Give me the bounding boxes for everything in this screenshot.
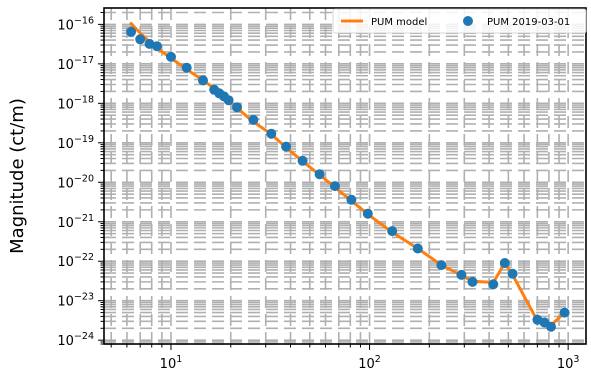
data-point — [559, 307, 570, 318]
y-tick-base: 10 — [57, 137, 74, 152]
data-point — [297, 155, 308, 166]
y-tick-label: 10−22 — [57, 252, 94, 270]
data-point — [346, 194, 357, 205]
y-tick-base: 10 — [57, 295, 74, 310]
y-tick-label: 10−16 — [57, 15, 94, 33]
data-point — [166, 51, 176, 62]
y-tick-base: 10 — [57, 58, 74, 73]
y-tick-base: 10 — [57, 176, 74, 191]
legend-label-pum-model: PUM model — [371, 17, 427, 28]
data-point — [223, 95, 234, 106]
data-point — [546, 321, 556, 332]
x-tick-label: 103 — [557, 354, 580, 372]
series-pum-2019-03-01 — [126, 26, 570, 332]
plot-frame — [103, 7, 587, 345]
data-point — [198, 75, 208, 86]
y-tick-label: 10−21 — [57, 213, 94, 231]
data-point — [144, 38, 155, 49]
y-tick-exponent: −23 — [74, 292, 94, 303]
y-tick-exponent: −16 — [74, 15, 94, 26]
data-point — [387, 226, 398, 237]
legend: PUM model PUM 2019-03-01 — [332, 8, 587, 34]
y-tick-label: 10−24 — [57, 331, 94, 349]
data-point — [330, 181, 340, 192]
y-axis-label: Magnitude (ct/m) — [7, 98, 28, 254]
y-tick-label: 10−17 — [57, 55, 94, 73]
y-tick-base: 10 — [57, 18, 74, 33]
y-tick-base: 10 — [57, 97, 74, 112]
y-tick-exponent: −20 — [74, 173, 94, 184]
data-point — [467, 276, 478, 287]
data-point — [181, 62, 192, 73]
y-tick-exponent: −19 — [74, 134, 94, 145]
data-point — [436, 260, 447, 271]
x-tick-label: 101 — [160, 354, 183, 372]
x-tick-exponent: 3 — [573, 354, 579, 365]
x-tick-exponent: 1 — [176, 354, 182, 365]
data-point — [456, 269, 467, 280]
data-point — [281, 141, 292, 152]
y-tick-exponent: −24 — [74, 331, 94, 342]
data-point — [314, 169, 325, 180]
x-tick-exponent: 2 — [375, 354, 381, 365]
data-point — [126, 26, 137, 37]
x-tick-base: 10 — [160, 357, 177, 372]
legend-box — [332, 8, 587, 34]
data-point — [248, 114, 259, 125]
data-point — [152, 41, 162, 52]
axis-ticks: 101 102 10310−1610−1710−1810−1910−2010−211… — [57, 11, 580, 372]
data-point — [507, 268, 518, 279]
legend-label-pum-2019-03-01: PUM 2019-03-01 — [487, 17, 570, 28]
x-tick-label: 102 — [358, 354, 381, 372]
y-tick-label: 10−20 — [57, 173, 94, 191]
data-point — [499, 258, 510, 268]
data-point — [135, 34, 146, 45]
y-tick-exponent: −22 — [74, 252, 94, 263]
x-tick-base: 10 — [557, 357, 574, 372]
data-point — [266, 128, 277, 139]
y-tick-base: 10 — [57, 334, 74, 349]
y-tick-label: 10−19 — [57, 134, 94, 152]
y-tick-label: 10−23 — [57, 292, 94, 310]
data-point — [412, 243, 423, 254]
data-point — [362, 208, 373, 219]
grid — [104, 8, 586, 345]
x-tick-base: 10 — [358, 357, 375, 372]
data-point — [232, 102, 242, 113]
y-tick-exponent: −17 — [74, 55, 94, 66]
y-tick-label: 10−18 — [57, 94, 94, 112]
y-tick-exponent: −18 — [74, 94, 94, 105]
y-tick-exponent: −21 — [74, 213, 94, 224]
data-point — [488, 279, 499, 290]
y-tick-base: 10 — [57, 216, 74, 231]
y-tick-base: 10 — [57, 255, 74, 270]
legend-marker-swatch — [463, 16, 473, 26]
